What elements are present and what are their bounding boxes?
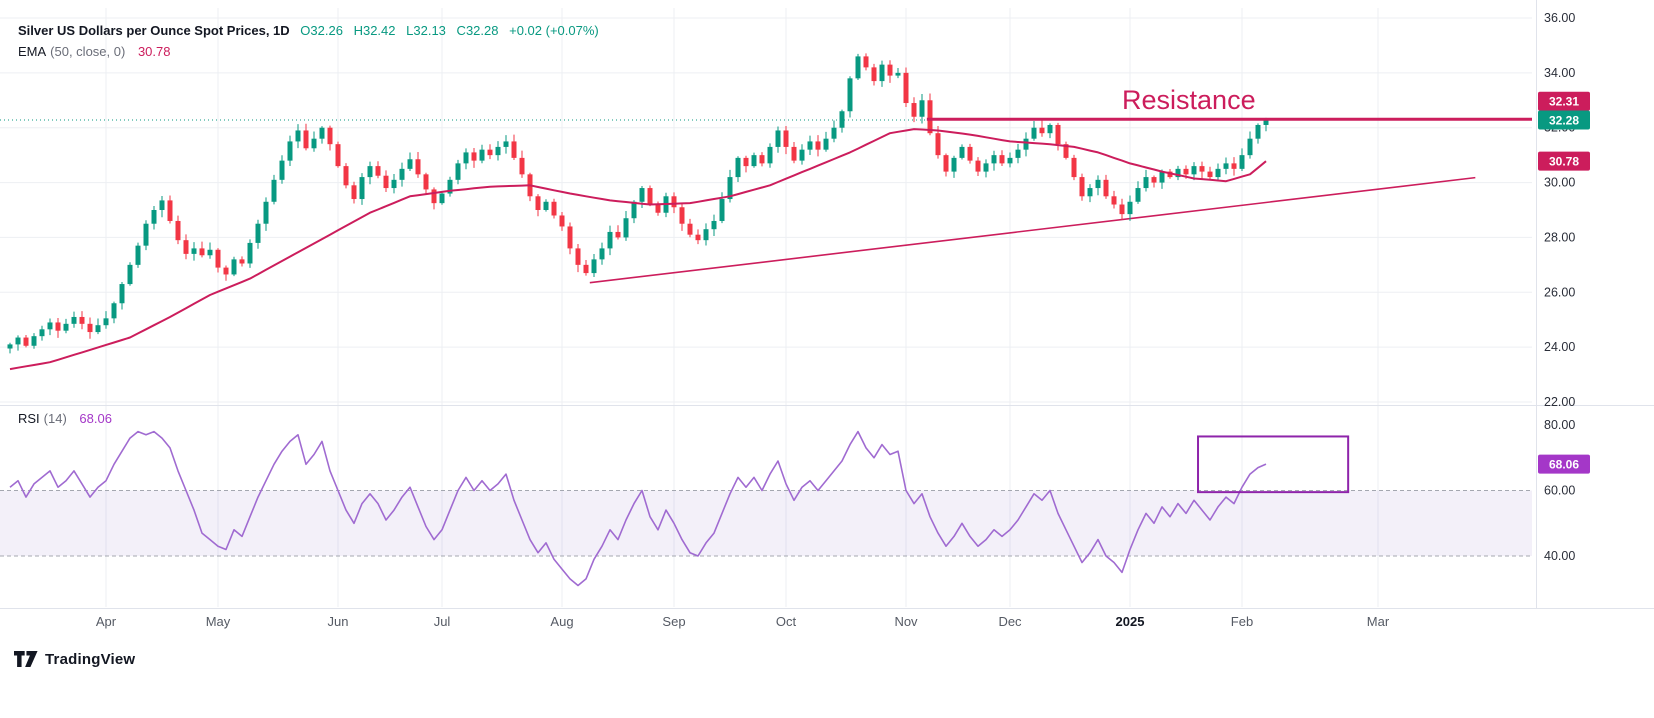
svg-text:30.78: 30.78: [1549, 155, 1579, 169]
svg-text:Aug: Aug: [550, 614, 573, 629]
ema-line[interactable]: [9, 128, 1267, 371]
time-axis[interactable]: Apr May Jun Jul Aug Sep Oct Nov Dec 2025 Feb Mar: [96, 614, 1390, 629]
svg-text:32.28: 32.28: [1549, 114, 1579, 128]
svg-text:22.00: 22.00: [1544, 395, 1575, 409]
svg-text:May: May: [206, 614, 231, 629]
svg-text:Sep: Sep: [662, 614, 685, 629]
svg-text:68.06: 68.06: [1549, 458, 1579, 472]
svg-text:40.00: 40.00: [1544, 549, 1575, 563]
chart-canvas[interactable]: Resistance36.0034.0032.0030.0028.0026.00…: [0, 0, 1654, 640]
ema-price-badge: 30.78: [1538, 151, 1590, 171]
svg-text:Jun: Jun: [328, 614, 349, 629]
svg-text:Jul: Jul: [434, 614, 451, 629]
svg-text:Nov: Nov: [894, 614, 918, 629]
svg-text:26.00: 26.00: [1544, 285, 1575, 299]
svg-text:28.00: 28.00: [1544, 230, 1575, 244]
tradingview-logo-icon[interactable]: [14, 649, 38, 669]
ohlc-high-value: 32.42: [362, 23, 396, 38]
svg-text:2025: 2025: [1116, 614, 1145, 629]
rsi-highlight-box[interactable]: [1197, 435, 1350, 494]
svg-text:32.31: 32.31: [1549, 95, 1579, 109]
ohlc-close-value: 32.28: [465, 23, 499, 38]
current-price-badge: 32.28: [1538, 110, 1590, 130]
rsi-value-badge: 68.06: [1538, 454, 1590, 474]
ohlc-open-label: O: [300, 23, 311, 38]
tradingview-brand[interactable]: TradingView: [45, 650, 136, 668]
ohlc-low-label: L: [406, 23, 414, 38]
svg-text:Oct: Oct: [776, 614, 797, 629]
ema-label: EMA: [18, 44, 47, 59]
chart-title[interactable]: Silver US Dollars per Ounce Spot Prices,…: [18, 23, 290, 38]
svg-text:80.00: 80.00: [1544, 418, 1575, 432]
ohlc-open-value: 32.26: [310, 23, 343, 38]
rsi-legend[interactable]: RSI (14) 68.06: [18, 411, 112, 426]
rsi-label: RSI: [18, 411, 40, 426]
ohlc-low-value: 32.13: [413, 23, 446, 38]
rsi-band: [0, 490, 1532, 556]
rsi-value: 68.06: [79, 411, 112, 426]
ohlc-close-label: C: [456, 23, 466, 38]
resistance-price-badge: 32.31: [1538, 91, 1590, 111]
svg-text:34.00: 34.00: [1544, 66, 1575, 80]
rsi-axis[interactable]: 80.00 60.00 40.00: [1544, 418, 1575, 563]
gridlines: [0, 8, 1532, 607]
rsi-params: (14): [43, 411, 67, 426]
footer: TradingView: [14, 649, 135, 669]
svg-text:36.00: 36.00: [1544, 11, 1575, 25]
svg-text:30.00: 30.00: [1544, 176, 1575, 190]
ema-row[interactable]: EMA (50, close, 0) 30.78: [18, 41, 599, 62]
trendline[interactable]: [589, 176, 1476, 284]
symbol-row: Silver US Dollars per Ounce Spot Prices,…: [18, 20, 599, 41]
svg-text:60.00: 60.00: [1544, 484, 1575, 498]
rsi-line[interactable]: [9, 430, 1267, 587]
svg-text:24.00: 24.00: [1544, 340, 1575, 354]
svg-text:Dec: Dec: [998, 614, 1022, 629]
svg-text:Feb: Feb: [1231, 614, 1253, 629]
ohlc-change: +0.02 (+0.07%): [509, 23, 599, 38]
svg-text:Mar: Mar: [1367, 614, 1390, 629]
ema-params: (50, close, 0): [50, 44, 126, 59]
ohlc-high-label: H: [353, 23, 363, 38]
ema-value: 30.78: [137, 44, 171, 59]
main-chart-legend: Silver US Dollars per Ounce Spot Prices,…: [18, 20, 599, 62]
candles-series[interactable]: [7, 53, 1269, 354]
resistance-label[interactable]: Resistance: [1122, 85, 1256, 115]
svg-text:Apr: Apr: [96, 614, 117, 629]
